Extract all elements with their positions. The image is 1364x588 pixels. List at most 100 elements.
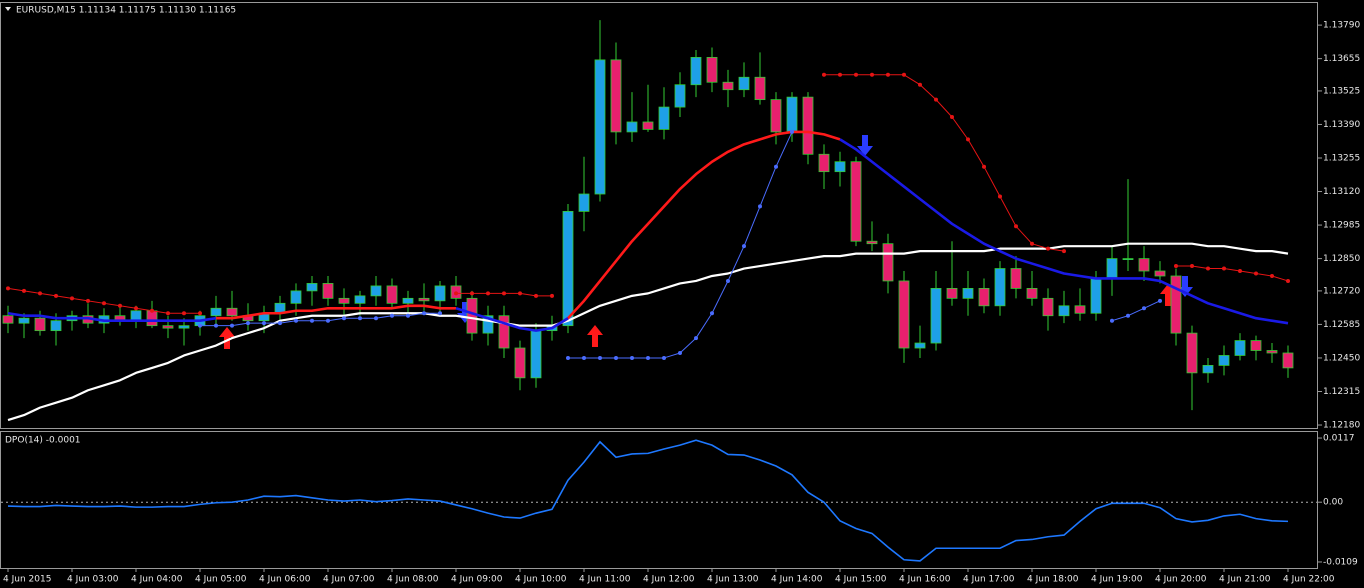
candle-body — [882, 243, 894, 282]
indicator-dot — [438, 311, 442, 316]
y-tick-label: 1.13120 — [1323, 187, 1360, 197]
candle-body — [1218, 355, 1230, 366]
indicator-dot — [902, 72, 906, 77]
x-tick-label: 4 Jun 20:00 — [1155, 575, 1207, 585]
candle-body — [338, 297, 350, 304]
indicator-dot — [1286, 278, 1290, 283]
indicator-dot — [646, 355, 650, 360]
indicator-dot — [982, 164, 986, 169]
candle-body — [306, 283, 318, 292]
candle-body — [130, 310, 142, 322]
indicator-dot — [854, 72, 858, 77]
candle-body — [226, 307, 238, 317]
indicator-dot — [150, 308, 154, 313]
candle-body — [1202, 365, 1214, 374]
indicator-dot — [774, 164, 778, 169]
indicator-dot — [134, 306, 138, 311]
indicator-dot — [1046, 246, 1050, 251]
candle-body — [866, 240, 878, 245]
dpo-frame — [0, 431, 1318, 569]
x-tick-label: 4 Jun 04:00 — [131, 575, 183, 585]
y-tick-label: 1.12450 — [1323, 353, 1360, 363]
candle-body — [178, 325, 190, 329]
dpo-line — [7, 439, 1289, 562]
candle-body — [18, 317, 30, 324]
x-tick-label: 4 Jun 13:00 — [707, 575, 759, 585]
y-tick-label: 1.13255 — [1323, 153, 1360, 163]
indicator-dot — [518, 291, 522, 296]
indicator-dot — [278, 321, 282, 326]
indicator-dot — [822, 72, 826, 77]
candle-body — [402, 297, 414, 304]
indicator-dot — [54, 293, 58, 298]
indicator-dot — [1174, 264, 1178, 269]
x-tick-label: 4 Jun 08:00 — [387, 575, 439, 585]
indicator-dot — [182, 311, 186, 316]
candle-body — [578, 193, 590, 212]
candle-body — [690, 56, 702, 86]
candle-body — [594, 59, 606, 195]
y-tick-label: 1.12850 — [1323, 254, 1360, 264]
candle-body — [354, 295, 366, 304]
indicator-dot — [630, 355, 634, 360]
indicator-dot — [742, 244, 746, 249]
indicator-dot — [502, 291, 506, 296]
candle-body — [434, 285, 446, 302]
candle-body — [738, 76, 750, 91]
y-tick-label: 1.12180 — [1323, 421, 1360, 431]
indicator-dot — [870, 72, 874, 77]
indicator-dot — [358, 316, 362, 321]
indicator-dot — [1142, 306, 1146, 311]
indicator-dot — [406, 313, 410, 318]
y-tick-label: 0.00 — [1323, 498, 1343, 508]
y-tick-label: 1.12985 — [1323, 221, 1360, 231]
candle-body — [1090, 278, 1102, 314]
candle-body — [1154, 270, 1166, 277]
candle-body — [498, 315, 510, 349]
x-tick-label: 4 Jun 14:00 — [771, 575, 823, 585]
indicator-dot — [758, 204, 762, 209]
x-tick-label: 4 Jun 16:00 — [899, 575, 951, 585]
candle-body — [146, 310, 158, 327]
candle-body — [642, 121, 654, 130]
candle-body — [962, 288, 974, 299]
indicator-dot — [6, 286, 10, 291]
candle-body — [386, 285, 398, 304]
x-tick-label: 4 Jun 09:00 — [451, 575, 503, 585]
candle-body — [978, 288, 990, 307]
indicator-dot — [1126, 313, 1130, 318]
candle-body — [1186, 332, 1198, 374]
indicator-dot — [886, 72, 890, 77]
menu-triangle[interactable] — [5, 7, 11, 11]
candle-body — [994, 268, 1006, 307]
indicator-dot — [374, 316, 378, 321]
indicator-line — [7, 242, 1289, 422]
candle-body — [946, 288, 958, 299]
candle-body — [322, 283, 334, 299]
candle-body — [706, 56, 718, 83]
y-tick-label: 1.13390 — [1323, 120, 1360, 130]
indicator-dot — [262, 321, 266, 326]
candle-body — [1250, 340, 1262, 351]
main-frame — [0, 2, 1318, 429]
x-tick-label: 4 Jun 15:00 — [835, 575, 887, 585]
candle-body — [1026, 288, 1038, 299]
candle-body — [850, 161, 862, 242]
candle-body — [658, 106, 670, 130]
candle-body — [530, 330, 542, 379]
x-tick-label: 4 Jun 03:00 — [67, 575, 119, 585]
x-tick-label: 4 Jun 2015 — [3, 575, 51, 585]
candle-body — [34, 317, 46, 332]
candle-body — [786, 96, 798, 133]
indicator-dot — [662, 355, 666, 360]
y-tick-label: 1.13525 — [1323, 86, 1360, 96]
indicator-line — [7, 138, 1289, 332]
y-tick-label: 1.13790 — [1323, 21, 1360, 31]
candle-body — [1138, 258, 1150, 272]
x-tick-label: 4 Jun 10:00 — [515, 575, 567, 585]
indicator-dot — [70, 296, 74, 301]
indicator-dot — [678, 350, 682, 355]
candle-body — [290, 290, 302, 304]
